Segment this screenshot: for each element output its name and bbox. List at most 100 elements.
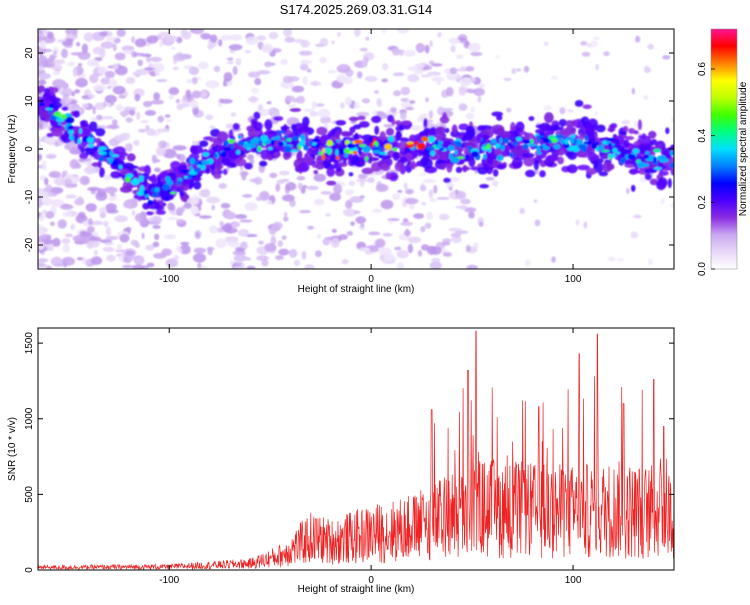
noise-blob (155, 146, 167, 157)
signal-blob (439, 115, 450, 124)
noise-blob (221, 224, 233, 232)
y-tick-label: 0 (24, 146, 35, 152)
signal-blob (146, 211, 155, 216)
peak-blob (335, 155, 340, 161)
peak-blob (166, 189, 172, 193)
peak-blob (147, 199, 154, 206)
noise-blob (431, 257, 441, 263)
snr-y-ticks: 0 500 1000 1500 (24, 332, 674, 573)
noise-blob (607, 256, 616, 262)
noise-blob (48, 170, 61, 178)
signal-blob (566, 164, 578, 174)
noise-blob (327, 70, 337, 74)
noise-blob (164, 114, 171, 118)
peak-blob (247, 143, 256, 149)
noise-blob (400, 86, 411, 96)
noise-blob (355, 111, 370, 117)
noise-blob (595, 63, 599, 71)
noise-blob (131, 51, 138, 58)
peak-blob (201, 160, 210, 165)
peak-blob (300, 134, 306, 141)
peak-blob (465, 154, 470, 159)
signal-blob (253, 111, 261, 120)
noise-blob (575, 219, 580, 226)
noise-blob (235, 261, 242, 266)
noise-blob (671, 116, 674, 123)
noise-blob (42, 123, 48, 130)
peak-blob (420, 136, 429, 142)
noise-blob (317, 108, 331, 118)
noise-blob (192, 140, 200, 146)
noise-blob (491, 180, 499, 187)
noise-blob (285, 95, 295, 102)
colorbar-label: Normalized spectral amplitude (738, 81, 749, 216)
noise-blob (176, 244, 180, 252)
noise-blob (275, 255, 284, 261)
signal-blob (385, 127, 395, 136)
signal-blob (352, 153, 359, 165)
signal-blob (392, 151, 400, 162)
peak-blob (523, 139, 529, 144)
peak-blob (653, 148, 661, 153)
peak-blob (551, 137, 558, 144)
peak-blob (183, 175, 188, 179)
noise-blob (125, 77, 136, 84)
noise-blob (182, 94, 187, 101)
y-tick-label: 0 (24, 567, 35, 573)
noise-blob (100, 41, 115, 49)
noise-blob (320, 116, 331, 124)
noise-blob (543, 104, 552, 111)
noise-blob (264, 61, 273, 68)
signal-blob (612, 138, 620, 149)
noise-blob (424, 44, 430, 54)
peak-blob (591, 143, 598, 149)
peak-blob (645, 158, 655, 162)
noise-blob (427, 71, 442, 76)
peak-blob (292, 136, 299, 141)
signal-blob (670, 167, 674, 176)
noise-blob (191, 29, 205, 35)
signal-blob (577, 151, 590, 158)
noise-blob (183, 202, 192, 209)
noise-blob (200, 266, 209, 269)
noise-blob (441, 107, 454, 112)
noise-blob (92, 46, 105, 55)
peak-blob (57, 122, 62, 126)
noise-blob (426, 211, 433, 220)
signal-blob (455, 146, 464, 152)
noise-blob (222, 81, 227, 87)
noise-blob (415, 42, 425, 53)
y-tick-label: -10 (24, 189, 35, 204)
peak-blob (235, 149, 241, 155)
noise-blob (86, 240, 100, 248)
noise-blob (134, 213, 145, 222)
noise-blob (511, 67, 517, 75)
noise-blob (89, 73, 99, 84)
peak-blob (65, 116, 75, 124)
noise-blob (53, 59, 66, 65)
noise-blob (205, 114, 214, 121)
peak-blob (392, 147, 398, 152)
noise-blob (309, 111, 319, 117)
noise-blob (302, 185, 308, 189)
noise-blob (152, 224, 161, 229)
noise-blob (114, 52, 126, 61)
peak-blob (189, 165, 194, 171)
signal-blob (348, 116, 359, 122)
noise-blob (313, 198, 325, 206)
noise-blob (284, 36, 295, 43)
signal-blob (259, 160, 268, 167)
peak-blob (60, 114, 68, 120)
noise-blob (454, 189, 459, 195)
signal-blob (656, 179, 667, 191)
snr-y-label: SNR (10 * v/v) (7, 417, 18, 481)
noise-blob (644, 65, 649, 71)
noise-blob (125, 117, 133, 123)
noise-blob (61, 40, 73, 47)
noise-blob (465, 65, 475, 72)
noise-blob (211, 204, 215, 211)
noise-blob (83, 166, 97, 175)
noise-blob (106, 254, 116, 262)
peak-blob (503, 137, 510, 144)
peak-blob (378, 155, 383, 159)
